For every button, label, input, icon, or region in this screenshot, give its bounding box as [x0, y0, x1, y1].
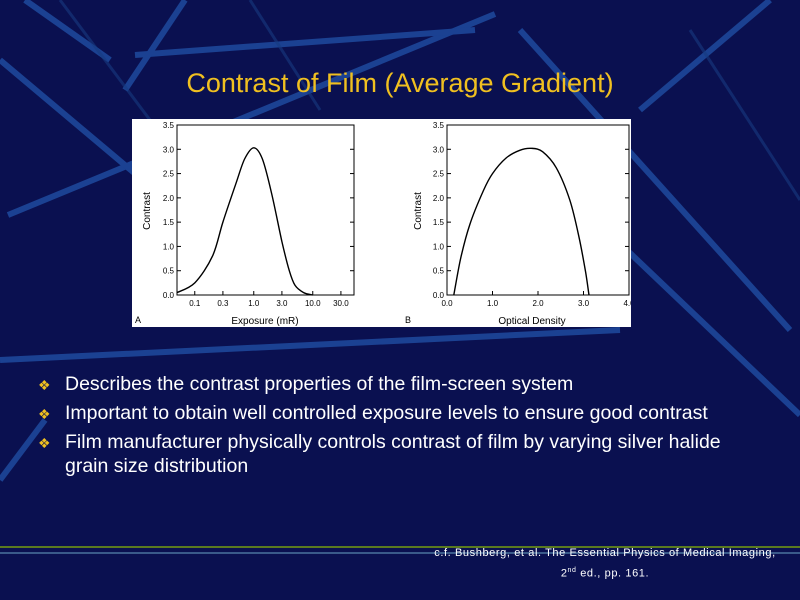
x-tick-label: 1.0 [487, 299, 499, 308]
x-tick-label: 10.0 [305, 299, 321, 308]
y-tick-label: 3.0 [163, 145, 175, 154]
y-tick-label: 2.0 [433, 194, 445, 203]
y-tick-label: 3.0 [433, 145, 445, 154]
y-tick-label: 0.5 [433, 267, 445, 276]
y-tick-label: 1.0 [163, 242, 175, 251]
slide-title: Contrast of Film (Average Gradient) [186, 68, 614, 98]
y-tick-label: 2.5 [433, 170, 445, 179]
x-tick-label: 3.0 [276, 299, 288, 308]
citation-superscript: nd [567, 567, 577, 574]
y-tick-label: 1.5 [163, 218, 175, 227]
y-tick-label: 3.5 [163, 121, 175, 130]
contrast-charts: 0.0 0.5 1.0 1.5 2.0 2.5 3.0 3.5 0.1 0.3 1.0 3.0 10.0… [135, 121, 631, 327]
y-tick-label: 0.0 [433, 291, 445, 300]
bullet-text: Film manufacturer physically controls co… [65, 431, 721, 477]
x-tick-label: 0.3 [217, 299, 229, 308]
footer-rule [0, 552, 800, 554]
y-tick-label: 3.5 [433, 121, 445, 130]
x-tick-label: 4.0 [623, 299, 631, 308]
bullet-item: ❖ Describes the contrast properties of t… [38, 372, 758, 396]
contrast-curve [453, 147, 590, 296]
x-tick-label: 2.0 [532, 299, 544, 308]
diamond-bullet-icon: ❖ [38, 435, 51, 451]
x-axis-label: Optical Density [498, 316, 565, 327]
bullet-item: ❖ Film manufacturer physically controls … [38, 430, 758, 478]
y-tick-label: 0.5 [163, 267, 175, 276]
y-tick-label: 2.5 [163, 170, 175, 179]
bullet-text: Describes the contrast properties of the… [65, 373, 574, 395]
bullet-item: ❖ Important to obtain well controlled ex… [38, 401, 758, 425]
x-tick-label: 0.0 [441, 299, 453, 308]
footer-rule [0, 546, 800, 548]
citation-suffix: ed., pp. 161. [576, 567, 650, 580]
diamond-bullet-icon: ❖ [38, 377, 51, 393]
x-tick-label: 30.0 [333, 299, 349, 308]
y-axis-label: Contrast [413, 192, 424, 230]
y-tick-label: 1.5 [433, 218, 445, 227]
plot-frame [176, 124, 355, 296]
citation-prefix: c.f. Bushberg, et al. The Essential Phys… [434, 547, 776, 580]
panel-label: B [405, 315, 411, 325]
diamond-bullet-icon: ❖ [38, 406, 51, 422]
citation: c.f. Bushberg, et al. The Essential Phys… [430, 545, 780, 583]
y-tick-label: 0.0 [163, 291, 175, 300]
y-axis-label: Contrast [142, 192, 153, 230]
x-tick-label: 3.0 [578, 299, 590, 308]
contrast-curve [176, 147, 313, 296]
x-tick-label: 0.1 [189, 299, 201, 308]
x-axis-label: Exposure (mR) [231, 316, 298, 327]
y-tick-label: 1.0 [433, 242, 445, 251]
bullet-list: ❖ Describes the contrast properties of t… [38, 372, 758, 483]
plot-frame [446, 124, 630, 296]
figure-panel: 0.0 0.5 1.0 1.5 2.0 2.5 3.0 3.5 0.1 0.3 1.0 3.0 10.0… [132, 119, 631, 327]
x-tick-label: 1.0 [248, 299, 260, 308]
panel-label: A [135, 315, 141, 325]
y-tick-label: 2.0 [163, 194, 175, 203]
bullet-text: Important to obtain well controlled expo… [65, 402, 708, 424]
